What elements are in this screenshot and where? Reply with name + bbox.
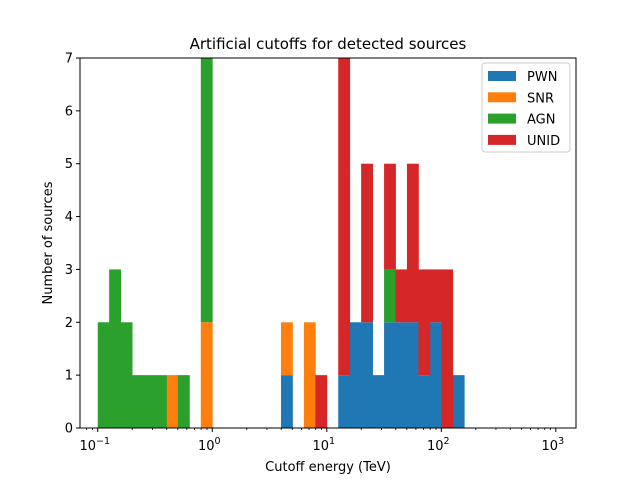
bar-pwn-5 xyxy=(384,322,396,428)
bar-pwn-1 xyxy=(338,375,351,428)
y-tick-label: 4 xyxy=(65,210,73,225)
bar-unid-7 xyxy=(429,269,442,323)
legend-swatch-unid xyxy=(488,134,516,145)
legend-swatch-pwn xyxy=(488,71,516,81)
x-tick-label: 101 xyxy=(312,436,335,454)
bar-agn-1 xyxy=(109,269,122,428)
bar-pwn-9 xyxy=(429,322,442,428)
bar-agn-8 xyxy=(384,269,396,323)
y-tick-label: 2 xyxy=(65,316,73,331)
bar-unid-6 xyxy=(418,269,431,376)
bar-pwn-2 xyxy=(349,322,362,428)
histogram-bars xyxy=(97,58,465,428)
bar-unid-5 xyxy=(406,163,419,323)
bar-unid-0 xyxy=(315,375,328,428)
x-tick-label: 102 xyxy=(427,436,450,454)
plot-frame xyxy=(79,57,577,429)
x-tick-label: 100 xyxy=(198,436,221,454)
x-tick-label: 10−1 xyxy=(79,436,110,454)
legend: PWN SNR AGN UNID xyxy=(481,62,571,153)
y-tick-label: 7 xyxy=(65,52,73,67)
bar-agn-4 xyxy=(143,375,156,428)
bar-pwn-10 xyxy=(452,375,465,428)
bar-unid-8 xyxy=(441,269,454,428)
y-tick-label: 1 xyxy=(65,369,73,384)
bar-unid-2 xyxy=(361,163,373,323)
y-tick-label: 5 xyxy=(65,157,73,172)
bar-agn-2 xyxy=(120,322,133,428)
bar-pwn-3 xyxy=(361,322,373,428)
y-axis-label: Number of sources xyxy=(41,181,56,304)
legend-swatch-snr xyxy=(488,92,516,103)
bar-pwn-8 xyxy=(418,375,431,428)
bar-unid-4 xyxy=(395,269,408,323)
legend-label-agn: AGN xyxy=(527,113,555,128)
bar-agn-5 xyxy=(155,375,167,428)
bar-snr-0 xyxy=(166,375,179,428)
legend-label-unid: UNID xyxy=(527,134,560,149)
bar-pwn-6 xyxy=(395,322,408,428)
y-tick-label: 3 xyxy=(65,263,73,278)
legend-box xyxy=(481,62,571,153)
bar-agn-3 xyxy=(132,375,144,428)
bar-agn-7 xyxy=(200,58,213,323)
bar-pwn-4 xyxy=(372,375,385,428)
bar-unid-3 xyxy=(384,163,396,270)
legend-label-pwn: PWN xyxy=(527,70,557,85)
y-tick-label: 6 xyxy=(65,104,73,119)
axis-ticks: 0 1 2 3 4 5 6 7 10−1 100 101 102 103 xyxy=(65,52,564,455)
x-axis-label: Cutoff energy (TeV) xyxy=(265,460,391,475)
bar-agn-0 xyxy=(97,322,110,428)
bar-pwn-0 xyxy=(280,375,293,428)
chart-title: Artificial cutoffs for detected sources xyxy=(190,35,467,53)
bar-snr-3 xyxy=(303,322,316,428)
y-tick-label: 0 xyxy=(65,422,73,437)
bar-snr-1 xyxy=(200,322,213,428)
legend-label-snr: SNR xyxy=(527,91,554,106)
bar-unid-1 xyxy=(338,58,351,376)
bar-agn-6 xyxy=(177,375,190,428)
bar-snr-2 xyxy=(280,322,293,376)
bar-pwn-7 xyxy=(406,322,419,428)
legend-swatch-agn xyxy=(488,113,516,124)
x-tick-label: 103 xyxy=(542,436,565,454)
